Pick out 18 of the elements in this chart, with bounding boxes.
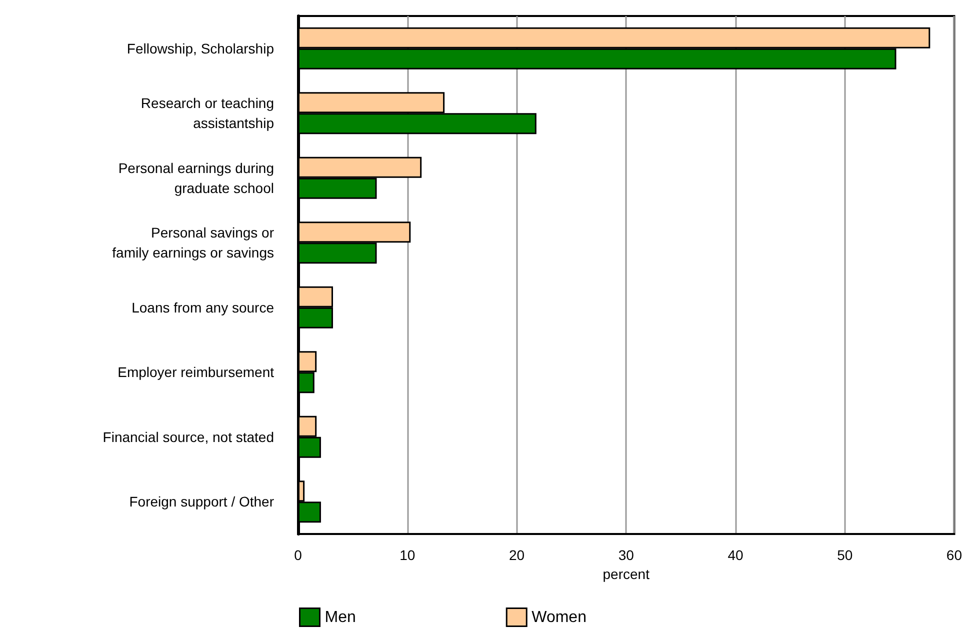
y-tick-label: Financial source, not stated bbox=[102, 428, 274, 445]
y-tick-label: Personal earnings during graduate school bbox=[118, 160, 274, 196]
y-tick-label: Research or teaching assistantship bbox=[140, 95, 274, 132]
x-tick-label: 60 bbox=[946, 547, 962, 563]
y-tick-label: Fellowship, Scholarship bbox=[126, 40, 274, 56]
y-tick-label: Employer reimbursement bbox=[118, 364, 274, 380]
x-tick-label: 0 bbox=[294, 547, 302, 563]
x-axis-title: percent bbox=[602, 566, 650, 582]
x-tick-label: 20 bbox=[508, 547, 525, 563]
x-tick-label: 40 bbox=[728, 547, 744, 563]
legend-label: Women bbox=[532, 608, 586, 626]
x-tick-label: 30 bbox=[618, 547, 634, 563]
x-tick-label: 50 bbox=[837, 547, 853, 563]
y-tick-label: Foreign support / Other bbox=[129, 494, 274, 510]
legend-label: Men bbox=[324, 608, 356, 626]
x-tick-label: 10 bbox=[400, 547, 416, 563]
y-tick-label: Loans from any source bbox=[132, 299, 274, 316]
y-tick-label: Personal savings or family earnings or savings bbox=[112, 224, 274, 261]
